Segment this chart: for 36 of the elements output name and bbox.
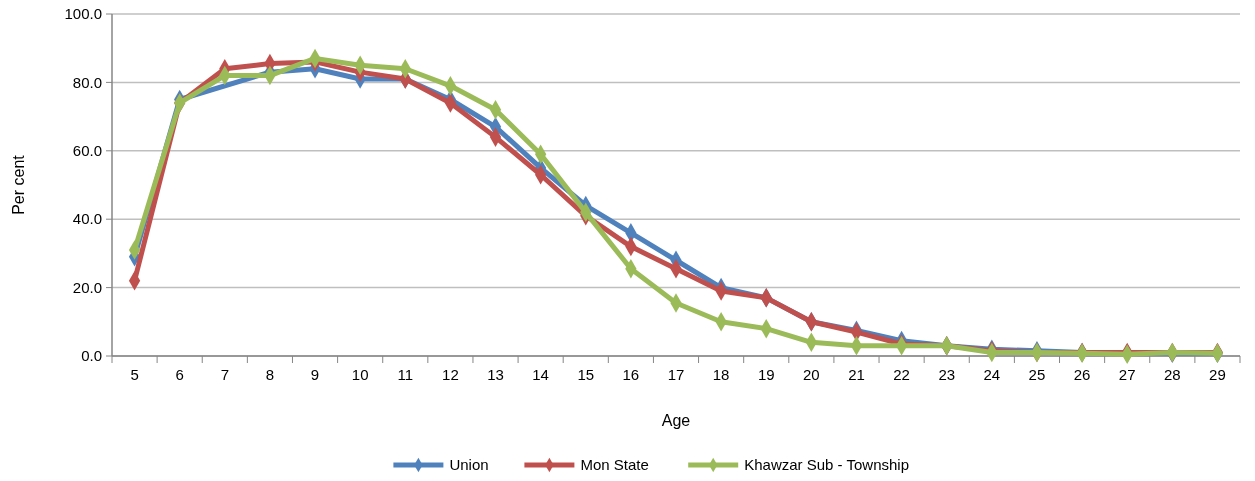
x-tick-label: 29: [1209, 366, 1226, 383]
x-tick-label: 28: [1163, 366, 1181, 383]
x-tick-label: 5: [130, 366, 139, 383]
y-tick-label: 60.0: [72, 142, 102, 160]
x-tick-label: 24: [983, 366, 1001, 383]
x-tick-label: 18: [712, 366, 730, 383]
x-tick-label: 6: [175, 366, 184, 383]
x-tick-label: 15: [577, 366, 595, 383]
x-tick-label: 12: [442, 366, 459, 383]
legend-label: Union: [449, 456, 489, 474]
x-tick-label: 20: [803, 366, 820, 383]
x-tick-label: 27: [1118, 366, 1136, 383]
x-tick-label: 8: [265, 366, 275, 383]
x-tick-label: 16: [622, 366, 640, 383]
x-tick-label: 25: [1028, 366, 1046, 383]
x-tick-label: 11: [397, 366, 414, 383]
x-tick-label: 10: [351, 366, 369, 383]
y-tick-label: 0.0: [81, 347, 102, 365]
x-tick-label: 13: [487, 366, 504, 383]
x-tick-label: 22: [893, 366, 910, 383]
x-tick-label: 19: [757, 366, 775, 383]
x-tick-label: 17: [667, 366, 685, 383]
x-tick-label: 9: [310, 366, 320, 383]
x-tick-label: 21: [848, 366, 865, 383]
y-tick-label: 100.0: [64, 5, 102, 23]
y-tick-label: 80.0: [72, 73, 102, 91]
y-tick-label: 40.0: [72, 210, 102, 228]
legend-label: Mon State: [580, 456, 649, 474]
x-axis-title: Age: [661, 412, 691, 429]
x-tick-label: 14: [532, 366, 549, 383]
y-tick-label: 20.0: [72, 278, 102, 296]
x-tick-label: 26: [1073, 366, 1091, 383]
x-tick-label: 7: [220, 366, 229, 383]
x-tick-label: 23: [938, 366, 956, 383]
y-axis-title: Per cent: [10, 154, 27, 215]
legend-label: Khawzar Sub - Township: [744, 456, 910, 474]
